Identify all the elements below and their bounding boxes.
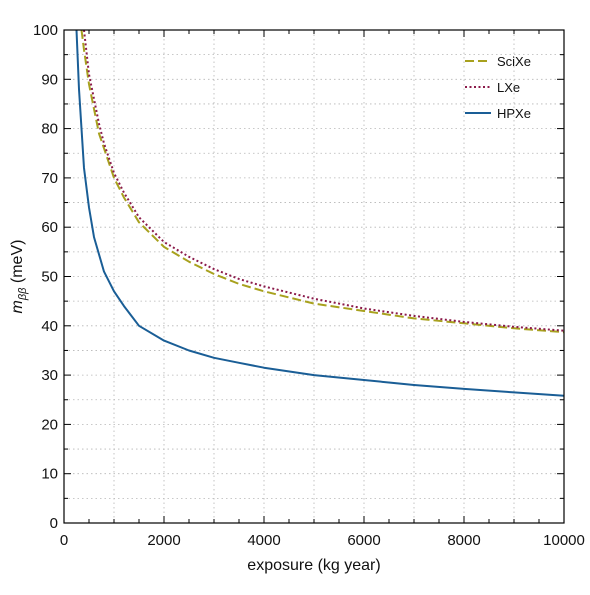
y-tick-label: 0 [50,515,58,532]
x-tick-label: 8000 [447,532,480,549]
legend-label-hpxe: HPXe [497,106,531,121]
x-tick-label: 2000 [147,532,180,549]
y-tick-label: 90 [41,71,58,88]
grid [64,30,564,523]
x-axis-label: exposure (kg year) [247,557,380,574]
y-axis-label-unit: (meV) [9,240,26,288]
legend: SciXe LXe HPXe [465,54,531,121]
y-tick-label: 50 [41,269,58,286]
y-tick-label: 40 [41,318,58,335]
series-lines [75,30,564,397]
y-tick-label: 100 [33,22,58,39]
y-axis-label-symbol: m [9,300,26,313]
y-axis-label: mββ (meV) [9,240,29,314]
y-tick-label: 30 [41,367,58,384]
y-tick-label: 20 [41,416,58,433]
y-tick-label: 10 [41,466,58,483]
tick-labels: 0 2000 4000 6000 8000 10000 0 10 20 30 40 50 60 70 80 9… [33,22,585,549]
legend-label-scixe: SciXe [497,54,531,69]
series-line-scixe [80,30,564,334]
y-axis-label-subscript: ββ [17,287,29,301]
x-tick-label: 0 [60,532,68,549]
y-tick-label: 70 [41,170,58,187]
x-tick-label: 10000 [543,532,585,549]
legend-label-lxe: LXe [497,80,520,95]
y-tick-label: 60 [41,219,58,236]
x-tick-label: 6000 [347,532,380,549]
x-tick-label: 4000 [247,532,280,549]
axis-ticks [63,29,565,524]
y-tick-label: 80 [41,121,58,138]
series-line-lxe [83,30,564,332]
series-line-hpxe [75,30,564,397]
